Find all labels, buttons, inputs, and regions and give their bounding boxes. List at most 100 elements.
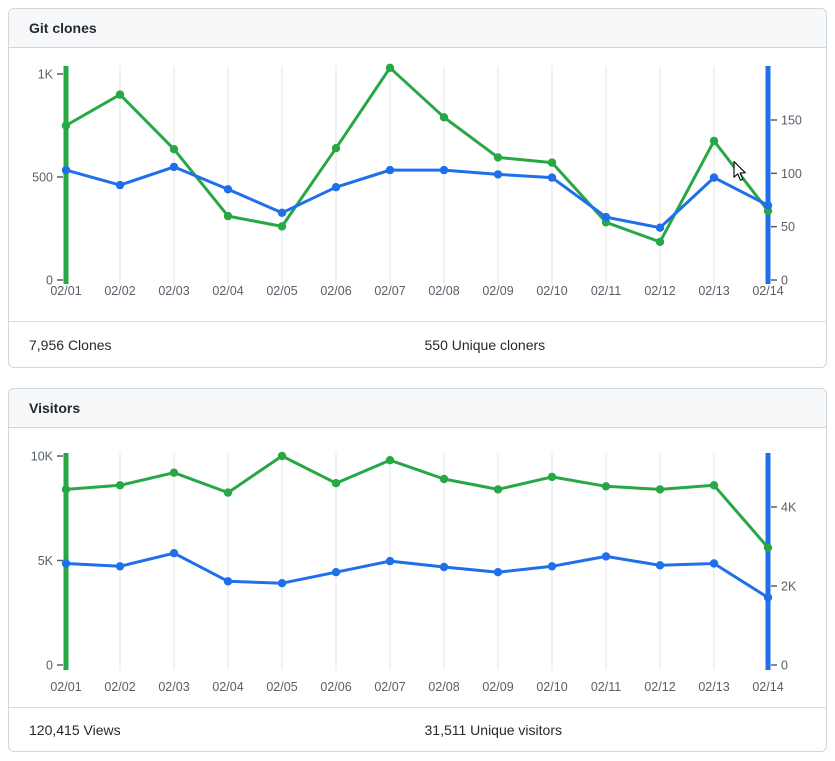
clones-point[interactable] bbox=[115, 90, 125, 99]
unique-cloners-point[interactable] bbox=[61, 165, 71, 175]
views-point[interactable] bbox=[169, 468, 179, 477]
unique-visitors-point[interactable] bbox=[601, 552, 611, 561]
unique-cloners-stat: 550 Unique cloners bbox=[418, 337, 827, 353]
x-axis-label: 02/03 bbox=[158, 284, 189, 298]
views-point[interactable] bbox=[601, 482, 611, 491]
views-point[interactable] bbox=[277, 451, 287, 461]
git-clones-title: Git clones bbox=[29, 20, 97, 36]
git-clones-card: Git clones 0 500 1K 0 50 100 150 02/01 02/02 02/0… bbox=[8, 8, 827, 368]
x-axis-label: 02/02 bbox=[104, 284, 135, 298]
left-axis-tick-label: 5K bbox=[38, 554, 54, 568]
clones-point[interactable] bbox=[385, 63, 395, 72]
clones-point[interactable] bbox=[439, 113, 449, 122]
x-axis-label: 02/03 bbox=[158, 680, 189, 694]
views-point[interactable] bbox=[493, 485, 503, 494]
x-axis-label: 02/01 bbox=[50, 680, 81, 694]
views-total-stat: 120,415 Views bbox=[9, 722, 418, 738]
views-point[interactable] bbox=[763, 543, 773, 552]
unique-visitors-point[interactable] bbox=[655, 561, 665, 570]
unique-visitors-line bbox=[64, 551, 770, 599]
unique-visitors-point[interactable] bbox=[385, 556, 395, 566]
views-line bbox=[64, 454, 770, 550]
unique-visitors-point[interactable] bbox=[493, 568, 503, 577]
x-axis-label: 02/06 bbox=[320, 680, 351, 694]
unique-cloners-point[interactable] bbox=[547, 173, 557, 182]
clones-total-stat: 7,956 Clones bbox=[9, 337, 418, 353]
right-axis-tick-label: 50 bbox=[781, 220, 795, 234]
clones-point[interactable] bbox=[547, 158, 557, 167]
unique-cloners-point[interactable] bbox=[493, 170, 503, 179]
clones-point[interactable] bbox=[169, 145, 179, 154]
x-axis-label: 02/10 bbox=[536, 284, 567, 298]
views-point[interactable] bbox=[547, 472, 557, 482]
unique-visitors-point[interactable] bbox=[169, 549, 179, 558]
unique-visitors-stat: 31,511 Unique visitors bbox=[418, 722, 827, 738]
right-axis-tick-label: 100 bbox=[781, 167, 802, 181]
unique-visitors-point[interactable] bbox=[277, 579, 287, 588]
unique-visitors-point[interactable] bbox=[223, 577, 233, 586]
x-axis-label: 02/14 bbox=[752, 284, 783, 298]
right-axis-tick-label: 4K bbox=[781, 501, 797, 515]
unique-cloners-point[interactable] bbox=[385, 165, 395, 175]
views-point[interactable] bbox=[385, 456, 395, 465]
x-axis-label: 02/12 bbox=[644, 680, 675, 694]
left-axis-tick-label: 0 bbox=[46, 659, 53, 673]
views-point[interactable] bbox=[223, 488, 233, 497]
git-clones-chart-svg: 0 500 1K 0 50 100 150 02/01 02/02 02/03 02/04 02/05… bbox=[32, 63, 802, 298]
unique-visitors-point[interactable] bbox=[709, 559, 719, 568]
x-axis-label: 02/08 bbox=[428, 680, 459, 694]
unique-cloners-point[interactable] bbox=[709, 173, 719, 182]
visitors-summary: 120,415 Views 31,511 Unique visitors bbox=[9, 707, 826, 751]
clones-point[interactable] bbox=[655, 237, 665, 247]
x-axis-label: 02/11 bbox=[591, 284, 621, 298]
x-axis-label: 02/08 bbox=[428, 284, 459, 298]
views-point[interactable] bbox=[331, 479, 341, 488]
views-point[interactable] bbox=[709, 481, 719, 490]
unique-cloners-point[interactable] bbox=[601, 212, 611, 222]
unique-visitors-point[interactable] bbox=[61, 559, 71, 568]
left-axis-tick-label: 1K bbox=[38, 68, 54, 82]
x-axis-label: 02/07 bbox=[374, 680, 405, 694]
left-axis-tick-label: 500 bbox=[32, 171, 53, 185]
unique-cloners-point[interactable] bbox=[277, 208, 287, 217]
unique-cloners-point[interactable] bbox=[169, 162, 179, 172]
views-point[interactable] bbox=[439, 474, 449, 484]
clones-point[interactable] bbox=[709, 136, 719, 146]
unique-visitors-point[interactable] bbox=[439, 562, 449, 572]
x-axis-label: 02/09 bbox=[482, 284, 513, 298]
git-clones-summary: 7,956 Clones 550 Unique cloners bbox=[9, 321, 826, 367]
unique-cloners-point[interactable] bbox=[655, 223, 665, 232]
right-axis-tick-label: 0 bbox=[781, 274, 788, 288]
clones-point[interactable] bbox=[223, 211, 233, 221]
x-axis-label: 02/11 bbox=[591, 680, 621, 694]
left-axis-tick-label: 0 bbox=[46, 274, 53, 288]
visitors-chart-svg: 0 5K 10K 0 2K 4K 02/01 02/02 02/03 02/04 02/05 02/0… bbox=[31, 450, 797, 695]
views-total-value: 120,415 bbox=[29, 721, 80, 738]
unique-cloners-point[interactable] bbox=[223, 185, 233, 194]
clones-point[interactable] bbox=[61, 121, 71, 130]
unique-cloners-point[interactable] bbox=[439, 165, 449, 175]
views-point[interactable] bbox=[655, 485, 665, 494]
clones-point[interactable] bbox=[331, 144, 341, 153]
unique-visitors-point[interactable] bbox=[547, 562, 557, 571]
views-point[interactable] bbox=[115, 481, 125, 490]
unique-visitors-point[interactable] bbox=[331, 568, 341, 577]
unique-visitors-point[interactable] bbox=[763, 593, 773, 602]
unique-cloners-point[interactable] bbox=[115, 180, 125, 190]
git-clones-card-header: Git clones bbox=[9, 9, 826, 48]
unique-cloners-line bbox=[64, 165, 770, 230]
views-total-label: Views bbox=[83, 721, 121, 738]
views-point[interactable] bbox=[61, 485, 71, 494]
x-axis-label: 02/10 bbox=[536, 680, 567, 694]
unique-cloners-value: 550 bbox=[424, 336, 448, 353]
unique-cloners-point[interactable] bbox=[763, 201, 773, 210]
x-axis-label: 02/09 bbox=[482, 680, 513, 694]
unique-cloners-point[interactable] bbox=[331, 183, 341, 192]
clones-point[interactable] bbox=[493, 153, 503, 162]
x-axis-label: 02/04 bbox=[212, 284, 243, 298]
unique-visitors-point[interactable] bbox=[115, 562, 125, 571]
x-axis-label: 02/04 bbox=[212, 680, 243, 694]
clones-point[interactable] bbox=[277, 222, 287, 231]
visitors-chart: 0 5K 10K 0 2K 4K 02/01 02/02 02/03 02/04 02/05 02/0… bbox=[9, 428, 826, 707]
